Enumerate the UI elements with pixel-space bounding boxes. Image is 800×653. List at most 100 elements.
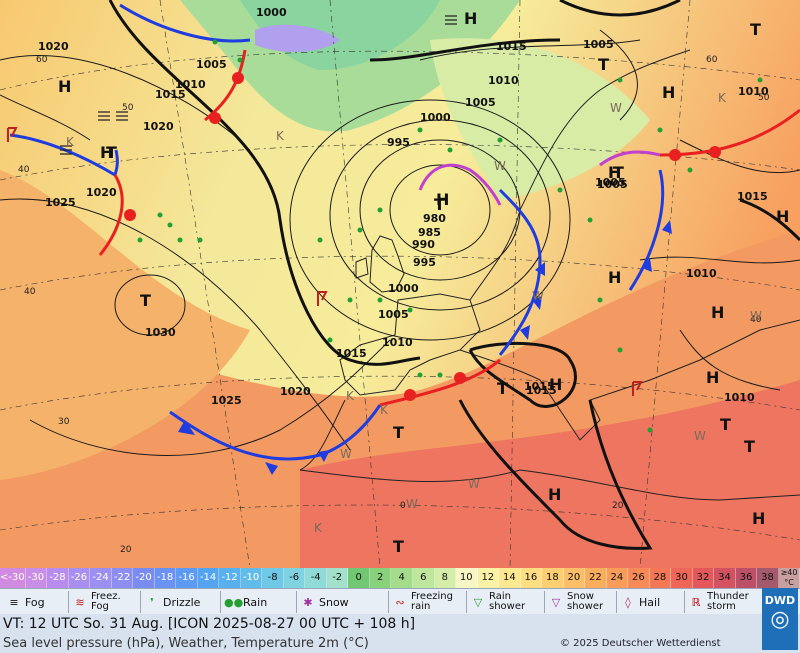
legend-thunderstorm: ℝ Thunder storm [688,591,749,613]
scale-cell: -4 [305,568,327,588]
pressure-center: T [613,163,624,182]
scale-cell: -20 [133,568,155,588]
pressure-center: T [393,423,404,442]
scale-cell: -18 [154,568,177,588]
scale-cell: 32 [692,568,715,588]
scale-cell: -24 [90,568,112,588]
legend-snow-shower: ▽ Snow shower [548,591,603,613]
legend-drizzle-label: Drizzle [163,595,201,609]
isobar-label: 1000 [388,282,419,295]
weather-letter: W [406,497,418,511]
fog-icon: ≡ [9,595,19,609]
latitude-labels: 60 50 40 40 30 20 60 50 40 20 0 [18,55,770,555]
pressure-center: T [106,143,117,162]
pressure-center: H [464,9,477,28]
isobar-label: 1010 [724,391,755,404]
pressure-center: T [598,55,609,74]
scale-cell: -16 [176,568,198,588]
weather-letter: W [340,447,352,461]
cold-front-europe [498,188,542,356]
legend-hail-label: Hail [639,595,661,609]
isobar-label: 1015 [737,190,768,203]
legend-freezing-fog: ≋ Freez. Fog [72,591,120,613]
scandinavia-area [430,38,650,200]
isobar-label: 1005 [196,58,227,71]
scale-cell: 6 [413,568,435,588]
dwd-spiral-icon: ◎ [770,607,790,632]
cold-front-atlantic [169,404,382,461]
scale-cell: 14 [499,568,521,588]
dwd-logo-text: DWD [764,594,796,607]
freezing-rain-icon: ∾ [395,595,405,609]
legend-freezing-rain: ∾ Freezing rain [392,591,453,613]
copyright: © 2025 Deutscher Wetterdienst [560,638,721,649]
legend-snow-shower-label: Snow shower [567,591,604,612]
scale-cell: -30 [25,568,48,588]
legend-fog-label: Fog [25,595,45,609]
lat-label: 30 [58,417,70,427]
hail-icon: ◊ [625,595,631,609]
lat-label: 50 [122,103,134,113]
isobar-label: 1025 [211,394,242,407]
isobar-label: 1010 [382,336,413,349]
lat-label: 20 [120,545,132,555]
pressure-center: H [608,268,621,287]
arctic-cool-area [240,0,440,70]
legend-fog: ≡ Fog [6,591,45,613]
pressure-center: T [393,537,404,556]
pressure-center: T [720,415,731,434]
isobar-label: 990 [412,238,435,251]
isobar-label: 1010 [175,78,206,91]
weather-letter: K [346,389,355,403]
pressure-center: T [497,379,508,398]
scale-cell: -2 [326,568,349,588]
weather-letter: W [610,101,622,115]
dwd-logo: DWD ◎ [762,588,798,650]
isobar-label: 1015 [524,380,555,393]
weather-letter: W [694,429,706,443]
scale-cell: 34 [714,568,736,588]
footer: VT: 12 UTC So. 31 Aug. [ICON 2025-08-27 … [0,588,800,653]
occlusion-north-sea [418,163,502,206]
weather-legend: ≡ Fog ≋ Freez. Fog ❜ Drizzle ●● Rain ✱ Snow ∾… [0,588,800,615]
isobar-label: 980 [423,212,446,225]
scale-cell: 8 [434,568,457,588]
weather-letter: K [66,135,75,149]
isobar-label: 1010 [738,85,769,98]
isobar-label: 1010 [686,267,717,280]
lat-label: 40 [24,287,36,297]
isobar-label: 1020 [86,186,117,199]
legend-rain-shower: ▽ Rain shower [470,591,525,613]
fronts [9,3,800,461]
pressure-center: T [140,291,151,310]
lat-label: 40 [750,315,762,325]
legend-drizzle: ❜ Drizzle [144,591,200,613]
thunderstorm-symbols [7,127,643,396]
scale-cell: -22 [111,568,134,588]
pressure-center: H [549,375,562,394]
legend-rain-shower-label: Rain shower [489,591,526,612]
legend-snow: ✱ Snow [300,591,348,613]
scale-cell: -28 [47,568,69,588]
isobar-label: 1015 [526,384,557,397]
occlusion-east [599,150,661,167]
pressure-center: H [776,207,789,226]
legend-rain-label: Rain [243,595,268,609]
legend-freezing-rain-label: Freezing rain [411,591,453,612]
pressure-center: H [711,303,724,322]
weather-letter: K [718,91,727,105]
freezing-fog-icon: ≋ [75,595,85,609]
scale-cell: -6 [283,568,306,588]
scale-cell: 36 [735,568,758,588]
weather-letter: W [532,289,544,303]
cold-front-west [9,133,119,178]
isobar-label: 1005 [583,38,614,51]
scale-cell: 12 [477,568,500,588]
scale-cell: 30 [671,568,693,588]
lat-label: 0 [400,501,406,511]
weather-letter: K [380,403,389,417]
isobar-label: 1030 [145,326,176,339]
weather-letters: K K K W W W W K K W W K W W [66,91,762,535]
scale-cell: 22 [585,568,607,588]
pressure-center: H [608,163,621,182]
